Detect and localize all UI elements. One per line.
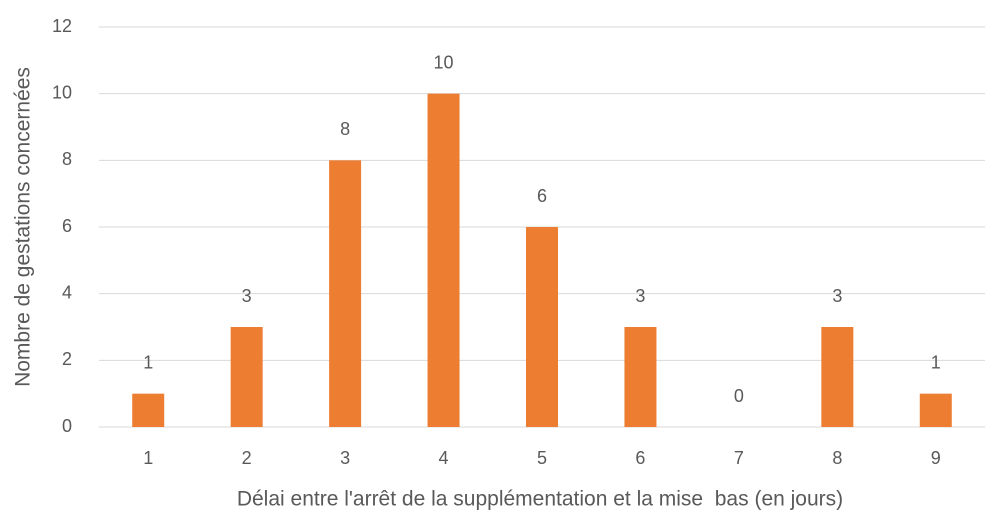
data-label: 3 <box>832 286 842 306</box>
bar <box>132 393 165 427</box>
data-label: 1 <box>143 352 153 372</box>
x-tick-label: 4 <box>439 448 449 468</box>
x-tick-label: 2 <box>242 448 252 468</box>
data-label: 6 <box>537 186 547 206</box>
bar <box>230 327 263 427</box>
y-tick-label: 0 <box>62 416 72 436</box>
x-tick-label: 8 <box>832 448 842 468</box>
x-tick-label: 1 <box>143 448 153 468</box>
bar <box>329 160 362 428</box>
bar <box>427 93 460 428</box>
y-tick-label: 8 <box>62 149 72 169</box>
bar <box>919 393 952 427</box>
x-tick-label: 9 <box>931 448 941 468</box>
data-label: 8 <box>340 119 350 139</box>
data-label: 3 <box>242 286 252 306</box>
x-tick-label: 7 <box>734 448 744 468</box>
y-tick-label: 6 <box>62 216 72 236</box>
y-tick-label: 12 <box>52 16 72 36</box>
bar <box>624 327 657 427</box>
data-label: 3 <box>635 286 645 306</box>
x-tick-label: 3 <box>340 448 350 468</box>
y-tick-label: 2 <box>62 349 72 369</box>
data-label: 1 <box>931 352 941 372</box>
bar <box>526 227 558 427</box>
y-axis-title: Nombre de gestations concernées <box>12 67 35 387</box>
x-axis-title: Délai entre l'arrêt de la supplémentatio… <box>237 488 843 511</box>
x-tick-label: 6 <box>635 448 645 468</box>
y-tick-label: 10 <box>52 82 72 102</box>
data-label: 10 <box>434 52 454 72</box>
data-label: 0 <box>734 386 744 406</box>
x-tick-label: 5 <box>537 448 547 468</box>
y-tick-label: 4 <box>62 282 72 302</box>
bar <box>821 327 854 427</box>
